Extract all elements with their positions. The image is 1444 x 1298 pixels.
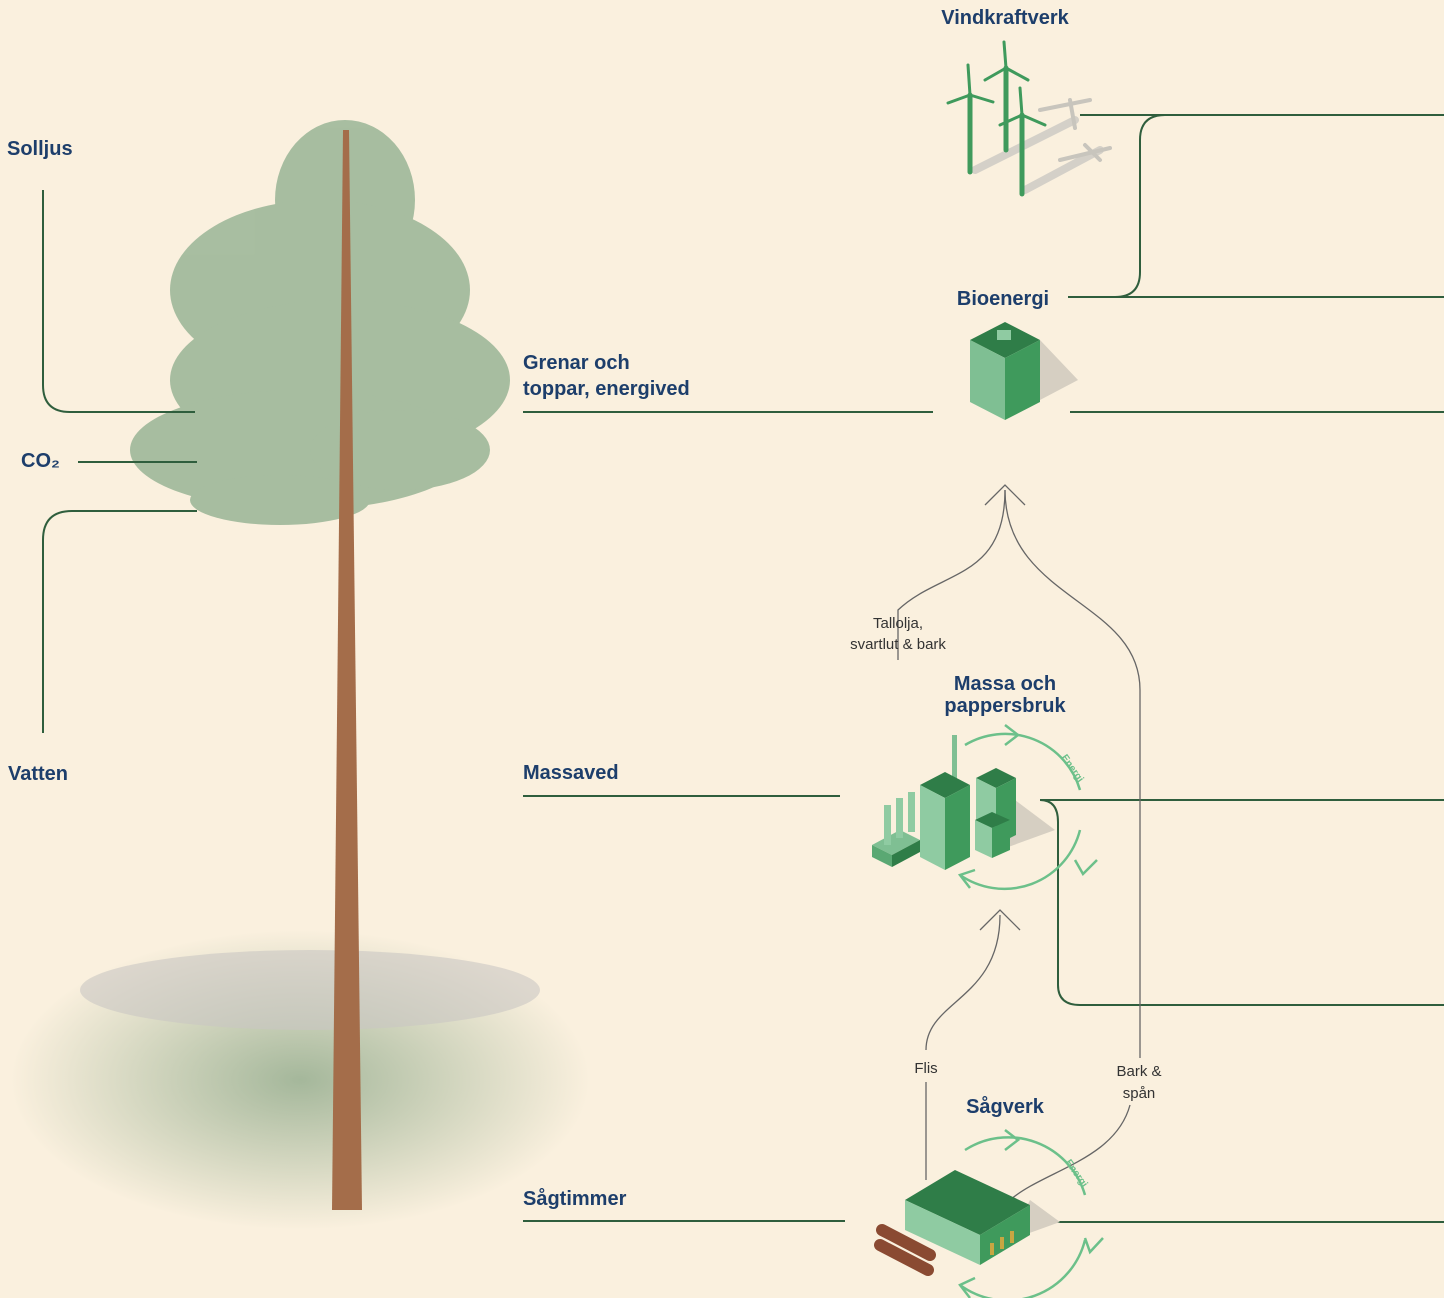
label: Energi xyxy=(1059,753,1086,785)
label: toppar, energived xyxy=(523,378,690,400)
label: Solljus xyxy=(7,138,73,160)
label: pappersbruk xyxy=(944,695,1066,717)
label: Sågtimmer xyxy=(523,1187,627,1210)
pulp-mill xyxy=(872,735,1055,870)
label: Vatten xyxy=(8,763,68,785)
label: Vindkraftverk xyxy=(941,7,1069,29)
label: Massa och xyxy=(954,673,1056,695)
label: CO₂ xyxy=(21,450,60,472)
flow-arrows xyxy=(897,484,1141,1201)
label: spån xyxy=(1123,1085,1156,1102)
label: Tallolja, xyxy=(873,615,923,632)
tree xyxy=(10,120,590,1230)
sawmill xyxy=(874,1170,1060,1276)
energy-cycles xyxy=(957,724,1104,1298)
connector-lines xyxy=(42,114,1444,1223)
label: Sågverk xyxy=(966,1095,1045,1118)
label: Energi xyxy=(1063,1158,1090,1190)
label: Grenar och xyxy=(523,352,630,374)
label: Flis xyxy=(914,1060,937,1077)
label: Bioenergi xyxy=(957,288,1049,310)
label: Massaved xyxy=(523,762,619,784)
label: svartlut & bark xyxy=(850,636,946,653)
wind-turbines xyxy=(946,40,1112,197)
bioenergy-plant xyxy=(970,322,1078,420)
label: Bark & xyxy=(1116,1063,1161,1080)
